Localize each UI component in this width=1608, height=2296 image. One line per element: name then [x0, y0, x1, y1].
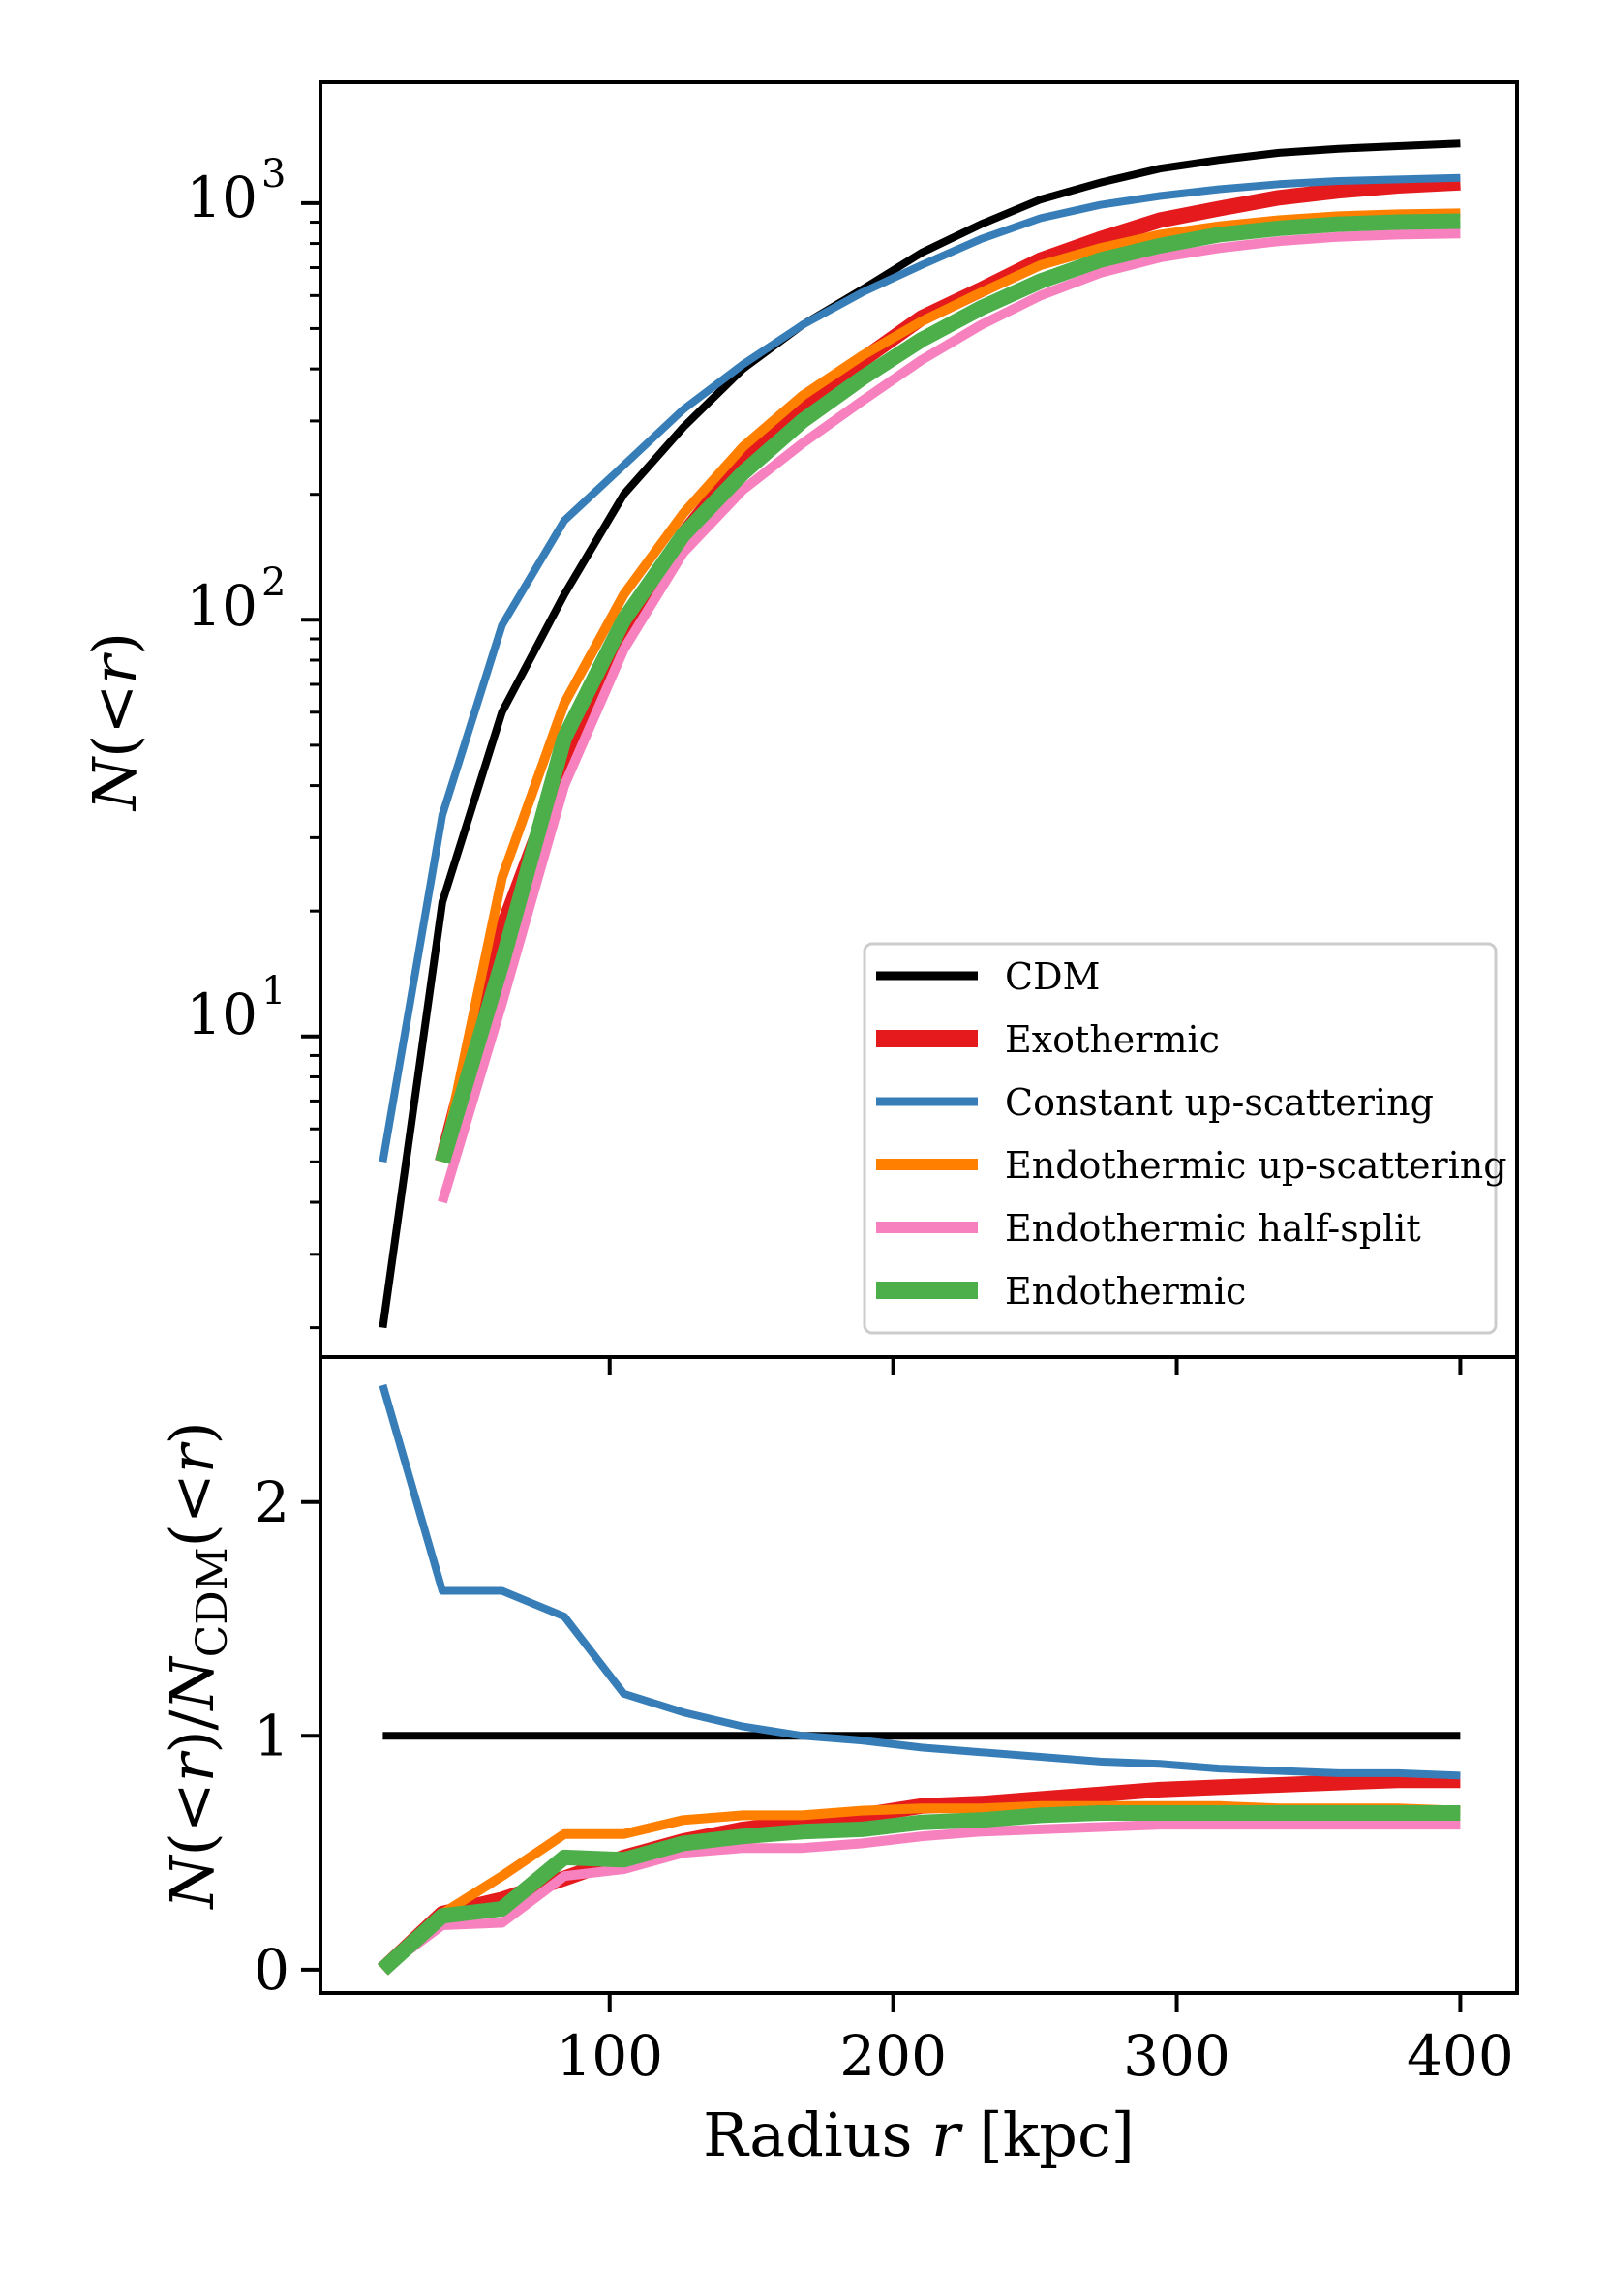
bottom-series-constant-up-scattering: [379, 1383, 1461, 1780]
legend-entry-exothermic: Exothermic: [876, 1018, 1220, 1061]
bottom-series-endothermic-half-split: [379, 1820, 1461, 1974]
legend-label: Constant up-scattering: [1005, 1081, 1434, 1124]
bottom-y-axis-label: N(<r)/NCDM(<r): [157, 1421, 237, 1910]
legend-label: Exothermic: [1005, 1018, 1220, 1061]
bottom-y-tick-label: 2: [254, 1469, 289, 1535]
top-series-lines: [379, 139, 1461, 1329]
ytick-base: 10: [186, 165, 258, 230]
x-tick-label: 300: [1123, 2023, 1230, 2089]
top-series-cdm: [379, 139, 1461, 1329]
legend-label: Endothermic: [1005, 1270, 1246, 1313]
legend-entry-endothermic: Endothermic: [876, 1270, 1246, 1313]
ytick-base: 10: [186, 982, 258, 1047]
ytick-exp: 3: [261, 152, 286, 196]
top-series-endothermic: [435, 213, 1461, 1164]
top-series-endothermic-up-scattering: [438, 208, 1461, 1163]
legend-entry-cdm: CDM: [876, 955, 1100, 998]
bottom-y-tick-label: 1: [254, 1703, 289, 1768]
legend-entry-endothermic-up-scattering: Endothermic up-scattering: [876, 1144, 1507, 1187]
ytick-exp: 2: [261, 560, 286, 605]
top-y-tick-label-1e3: 10 3: [186, 152, 286, 230]
ytick-base: 10: [186, 573, 258, 639]
bottom-y-ticks: 0 1 2: [254, 1469, 320, 2003]
x-tick-label: 100: [556, 2023, 663, 2089]
top-series-constant-up-scattering: [379, 173, 1461, 1163]
bottom-panel: 0 1 2 100 200 300 400 N(<r)/NCDM(<r) Radius r…: [157, 1355, 1519, 2170]
legend-box: [863, 942, 1498, 1335]
legend-label: Endothermic half-split: [1005, 1207, 1421, 1250]
bottom-plot-frame: [319, 1355, 1519, 1995]
bottom-x-ticks: 100 200 300 400: [556, 1993, 1514, 2089]
legend-label: Endothermic up-scattering: [1005, 1144, 1507, 1187]
bottom-series-endothermic: [378, 1805, 1461, 1976]
legend-label: CDM: [1005, 955, 1100, 998]
top-y-tick-label-1e2: 10 2: [186, 560, 286, 639]
top-series-endothermic-half-split: [438, 228, 1461, 1204]
top-y-tick-label-1e1: 10 1: [186, 969, 286, 1047]
legend: CDM Exothermic Constant up-scattering En…: [863, 942, 1507, 1335]
x-axis-label: Radius r [kpc]: [703, 2100, 1135, 2170]
top-y-axis-label: N(<r): [79, 632, 150, 812]
x-tick-label: 400: [1407, 2023, 1514, 2089]
top-x-ticks: [607, 1357, 1463, 1375]
top-panel: 10 1 10 2 10 3 N(<r) CDM Exothermic: [79, 80, 1519, 1375]
legend-entry-constant-up-scattering: Constant up-scattering: [876, 1081, 1434, 1124]
x-tick-label: 200: [839, 2023, 947, 2089]
bottom-y-tick-label: 0: [254, 1937, 289, 2003]
ytick-exp: 1: [261, 969, 286, 1013]
legend-entry-endothermic-half-split: Endothermic half-split: [876, 1207, 1421, 1250]
bottom-series-lines: [377, 1383, 1461, 1976]
